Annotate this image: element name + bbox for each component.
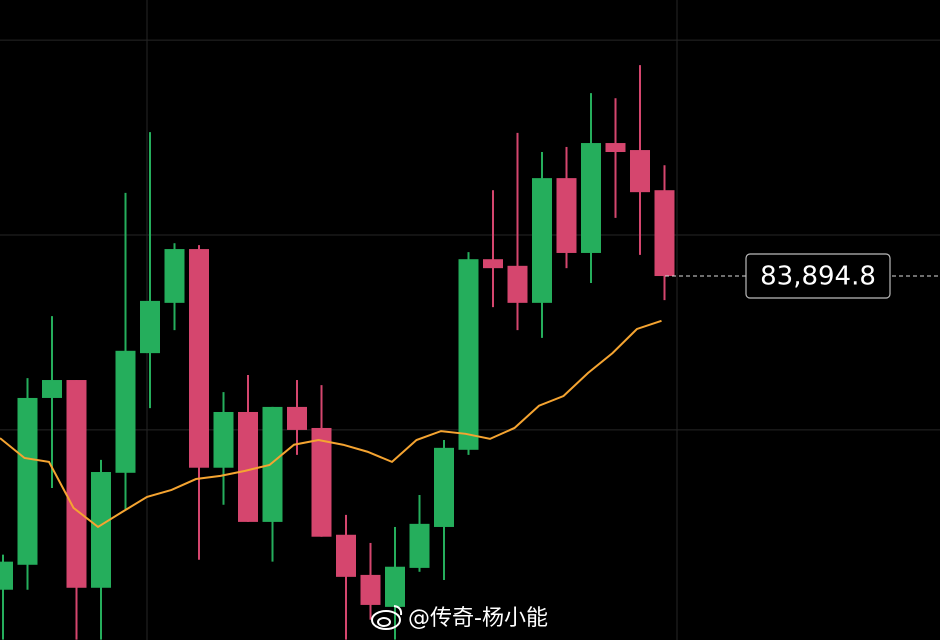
candle-body — [91, 472, 111, 588]
candle-body — [213, 411, 234, 468]
candle-body — [507, 265, 528, 303]
candle-body — [336, 534, 356, 577]
candle-body — [605, 143, 626, 153]
candle-body — [164, 249, 185, 303]
candle-body — [262, 406, 283, 522]
price-label: 83,894.8 — [760, 262, 876, 292]
candle-body — [140, 300, 160, 354]
candle-body — [189, 249, 209, 468]
candle-body — [238, 411, 258, 522]
candle-body — [483, 259, 503, 269]
candle-body — [630, 150, 650, 193]
watermark-icon — [371, 605, 403, 630]
candle-body — [17, 397, 38, 565]
candle-body — [311, 427, 332, 537]
candle-body — [654, 190, 675, 277]
candle-body — [115, 350, 136, 473]
price-label-box — [745, 253, 891, 299]
candle-body — [42, 380, 62, 398]
candle-body — [458, 259, 479, 450]
candle-body — [385, 566, 405, 607]
watermark: @传奇-杨小能 — [408, 606, 548, 631]
candle-body — [434, 447, 454, 527]
candle-body — [66, 380, 87, 588]
candle-body — [532, 178, 552, 303]
candle-body — [409, 523, 430, 568]
plot — [0, 65, 675, 640]
candle-body — [287, 406, 307, 430]
candle-body — [581, 143, 601, 253]
moving-average — [0, 319, 662, 529]
candle-body — [556, 178, 577, 253]
candle-body — [0, 561, 13, 590]
candle-body — [360, 574, 381, 605]
